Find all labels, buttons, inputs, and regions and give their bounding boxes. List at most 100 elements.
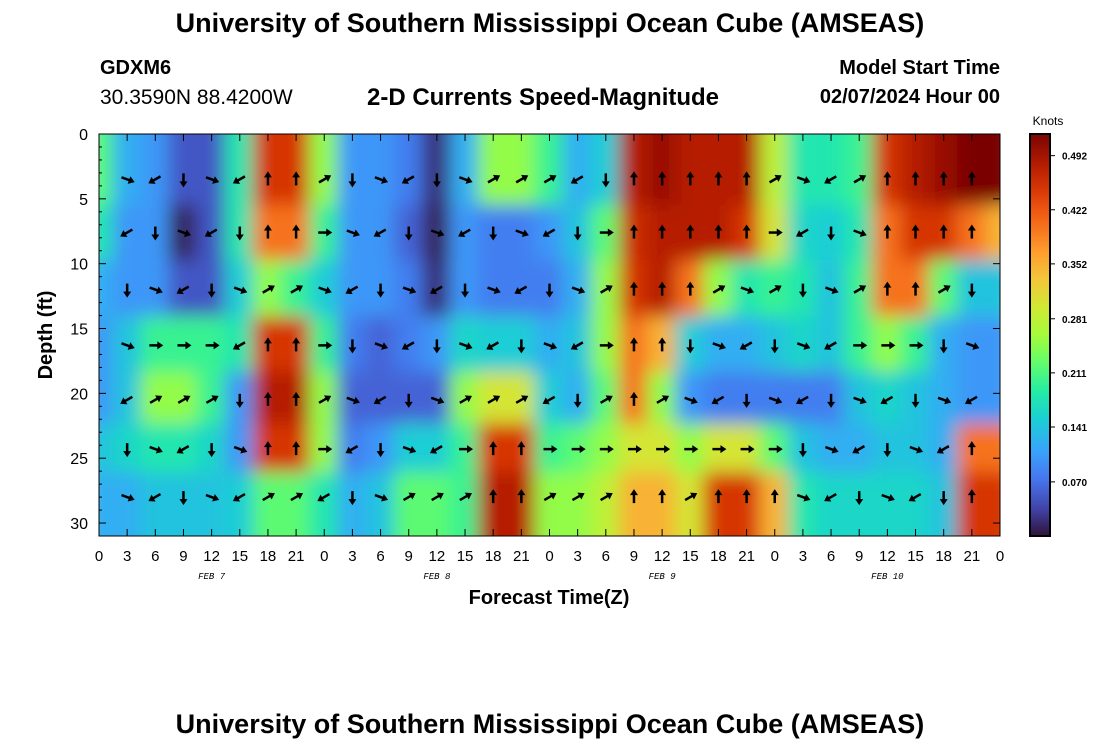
x-tick-label: 18: [935, 548, 952, 565]
current-vector-arrow: [430, 229, 445, 237]
y-tick-label: 10: [70, 257, 88, 274]
heatmap-cell: [647, 134, 678, 207]
current-vector-arrow: [853, 396, 867, 405]
current-vector-arrow: [487, 174, 501, 184]
x-tick-label: 9: [630, 548, 638, 565]
current-vector-arrow: [939, 171, 948, 186]
current-vector-arrow: [939, 491, 948, 506]
current-vector-arrow: [827, 226, 836, 241]
colorbar-label: Knots: [1033, 114, 1064, 128]
current-vector-arrow: [684, 445, 699, 454]
x-tick-label: 15: [682, 548, 699, 565]
current-vector-arrow: [937, 285, 951, 294]
current-vector-arrow: [543, 174, 557, 184]
current-vector-arrow: [911, 171, 920, 186]
current-vector-arrow: [318, 341, 333, 350]
colorbar-tick-label: 0.492: [1062, 152, 1087, 163]
current-vector-arrow: [235, 226, 244, 241]
current-vector-arrow: [742, 393, 751, 408]
current-vector-arrow: [686, 171, 695, 186]
heatmap-cell: [168, 134, 199, 207]
current-vector-arrow: [656, 395, 670, 404]
current-vector-arrow: [374, 493, 389, 502]
current-vector-arrow: [742, 224, 751, 239]
x-tick-label: 6: [827, 548, 835, 565]
heatmap-cell: [984, 260, 1000, 319]
current-vector-arrow: [348, 491, 357, 506]
current-vector-arrow: [458, 342, 473, 350]
current-vector-arrow: [207, 443, 216, 458]
current-vector-arrow: [658, 489, 667, 504]
model-start-label: Model Start Time: [839, 57, 1000, 79]
current-vector-arrow: [346, 396, 360, 405]
heatmap-cell: [928, 134, 959, 207]
x-tick-label: 6: [376, 548, 384, 565]
x-axis-label: Forecast Time(Z): [469, 587, 630, 609]
x-tick-label: 21: [738, 548, 755, 565]
current-vector-arrow: [909, 445, 924, 454]
current-vector-arrow: [911, 224, 920, 239]
current-vector-arrow: [739, 341, 753, 350]
x-tick-label: 18: [485, 548, 502, 565]
current-vector-arrow: [346, 229, 360, 237]
current-vector-arrow: [542, 395, 556, 405]
current-vector-arrow: [176, 285, 190, 295]
current-vector-arrow: [627, 445, 642, 454]
current-vector-arrow: [402, 445, 417, 454]
current-vector-arrow: [740, 445, 755, 454]
current-vector-arrow: [432, 173, 441, 188]
current-vector-arrow: [204, 228, 218, 238]
current-vector-arrow: [629, 489, 638, 504]
current-vector-arrow: [827, 393, 836, 408]
heatmap-cell: [984, 204, 1000, 263]
heatmap-cell: [99, 316, 115, 374]
date-label: FEB 10: [871, 572, 904, 582]
current-vector-arrow: [684, 492, 698, 502]
heatmap-cell: [281, 134, 312, 207]
heatmap-cell: [99, 134, 115, 207]
x-tick-label: 9: [855, 548, 863, 565]
current-vector-arrow: [601, 173, 610, 188]
heatmap-cell: [309, 472, 340, 536]
current-vector-arrow: [318, 228, 333, 237]
current-vector-arrow: [967, 171, 976, 186]
current-vector-arrow: [235, 393, 244, 408]
current-vector-arrow: [179, 173, 188, 188]
current-vector-arrow: [571, 492, 585, 502]
current-vector-arrow: [318, 395, 332, 404]
heatmap-cell: [112, 472, 143, 536]
heatmap-cell: [900, 134, 931, 207]
heatmap-cell: [252, 134, 284, 207]
current-vector-arrow: [939, 339, 948, 354]
x-tick-label: 18: [710, 548, 727, 565]
current-vector-arrow: [515, 229, 529, 237]
x-tick-label: 12: [654, 548, 671, 565]
heatmap-cell: [815, 134, 847, 207]
heatmap-cell: [99, 260, 115, 319]
current-vector-arrow: [292, 171, 301, 186]
current-vector-arrow: [517, 441, 526, 456]
y-tick-label: 0: [79, 127, 88, 144]
heatmap-cell: [478, 472, 509, 536]
x-tick-label: 9: [179, 548, 187, 565]
current-vector-arrow: [883, 281, 892, 296]
current-vector-arrow: [967, 489, 976, 504]
heatmap-cell: [956, 134, 987, 207]
current-vector-arrow: [121, 493, 135, 502]
chart-subtitle: 2-D Currents Speed-Magnitude: [367, 84, 720, 111]
current-vector-arrow: [459, 492, 472, 502]
current-vector-arrow: [686, 339, 695, 354]
current-vector-arrow: [768, 396, 783, 405]
current-vector-arrow: [795, 395, 809, 405]
current-vector-arrow: [599, 341, 614, 350]
x-tick-label: 0: [545, 548, 553, 565]
current-vector-arrow: [121, 176, 135, 184]
current-vector-arrow: [629, 337, 638, 352]
current-vector-arrow: [768, 445, 783, 454]
current-vector-arrow: [318, 286, 332, 295]
current-vector-arrow: [431, 492, 444, 502]
current-vector-arrow: [149, 395, 163, 404]
current-vector-arrow: [570, 175, 584, 184]
current-vector-arrow: [629, 391, 638, 406]
y-axis-label: Depth (ft): [35, 291, 57, 380]
